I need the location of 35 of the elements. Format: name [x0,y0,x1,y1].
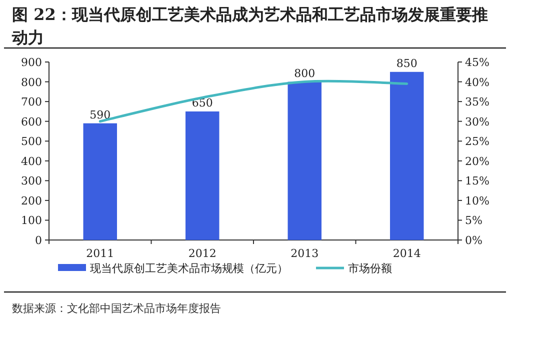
y2-tick-label: 30% [465,115,490,128]
legend-label: 现当代原创工艺美术品市场规模（亿元） [90,262,288,275]
y2-tick-label: 40% [465,76,490,89]
y-tick-label: 500 [21,135,42,148]
y-tick-label: 100 [21,214,42,228]
y2-tick-label: 35% [465,96,490,109]
y-tick-label: 800 [21,76,42,89]
y-tick-label: 700 [21,96,42,109]
data-label: 590 [90,108,111,122]
y-tick-label: 200 [21,194,42,208]
y-tick-label: 600 [21,115,42,128]
y-tick-label: 900 [21,56,42,69]
y2-tick-label: 45% [465,56,490,69]
y2-tick-label: 15% [465,174,490,188]
bar [288,82,322,240]
x-tick-label: 2011 [86,247,114,260]
y-tick-label: 400 [21,154,42,168]
bar [390,72,424,240]
y2-tick-label: 25% [465,135,490,148]
y2-tick-label: 20% [465,154,490,168]
source-note: 数据来源：文化部中国艺术品市场年度报告 [12,302,221,315]
y2-tick-label: 10% [465,194,490,208]
data-label: 850 [396,56,418,70]
y-tick-label: 0 [35,234,42,247]
bar [186,111,220,240]
y-tick-label: 300 [21,174,42,188]
y2-tick-label: 0% [465,234,482,247]
y2-tick-label: 5% [465,214,482,228]
bar [83,123,117,240]
x-tick-label: 2012 [188,247,216,260]
legend-label: 市场份额 [348,262,392,275]
x-tick-label: 2013 [290,247,319,260]
title: 图 22：现当代原创工艺美术品成为艺术品和工艺品市场发展重要推动力 [12,5,488,47]
data-label: 800 [294,66,316,80]
x-tick-label: 2014 [392,247,421,260]
